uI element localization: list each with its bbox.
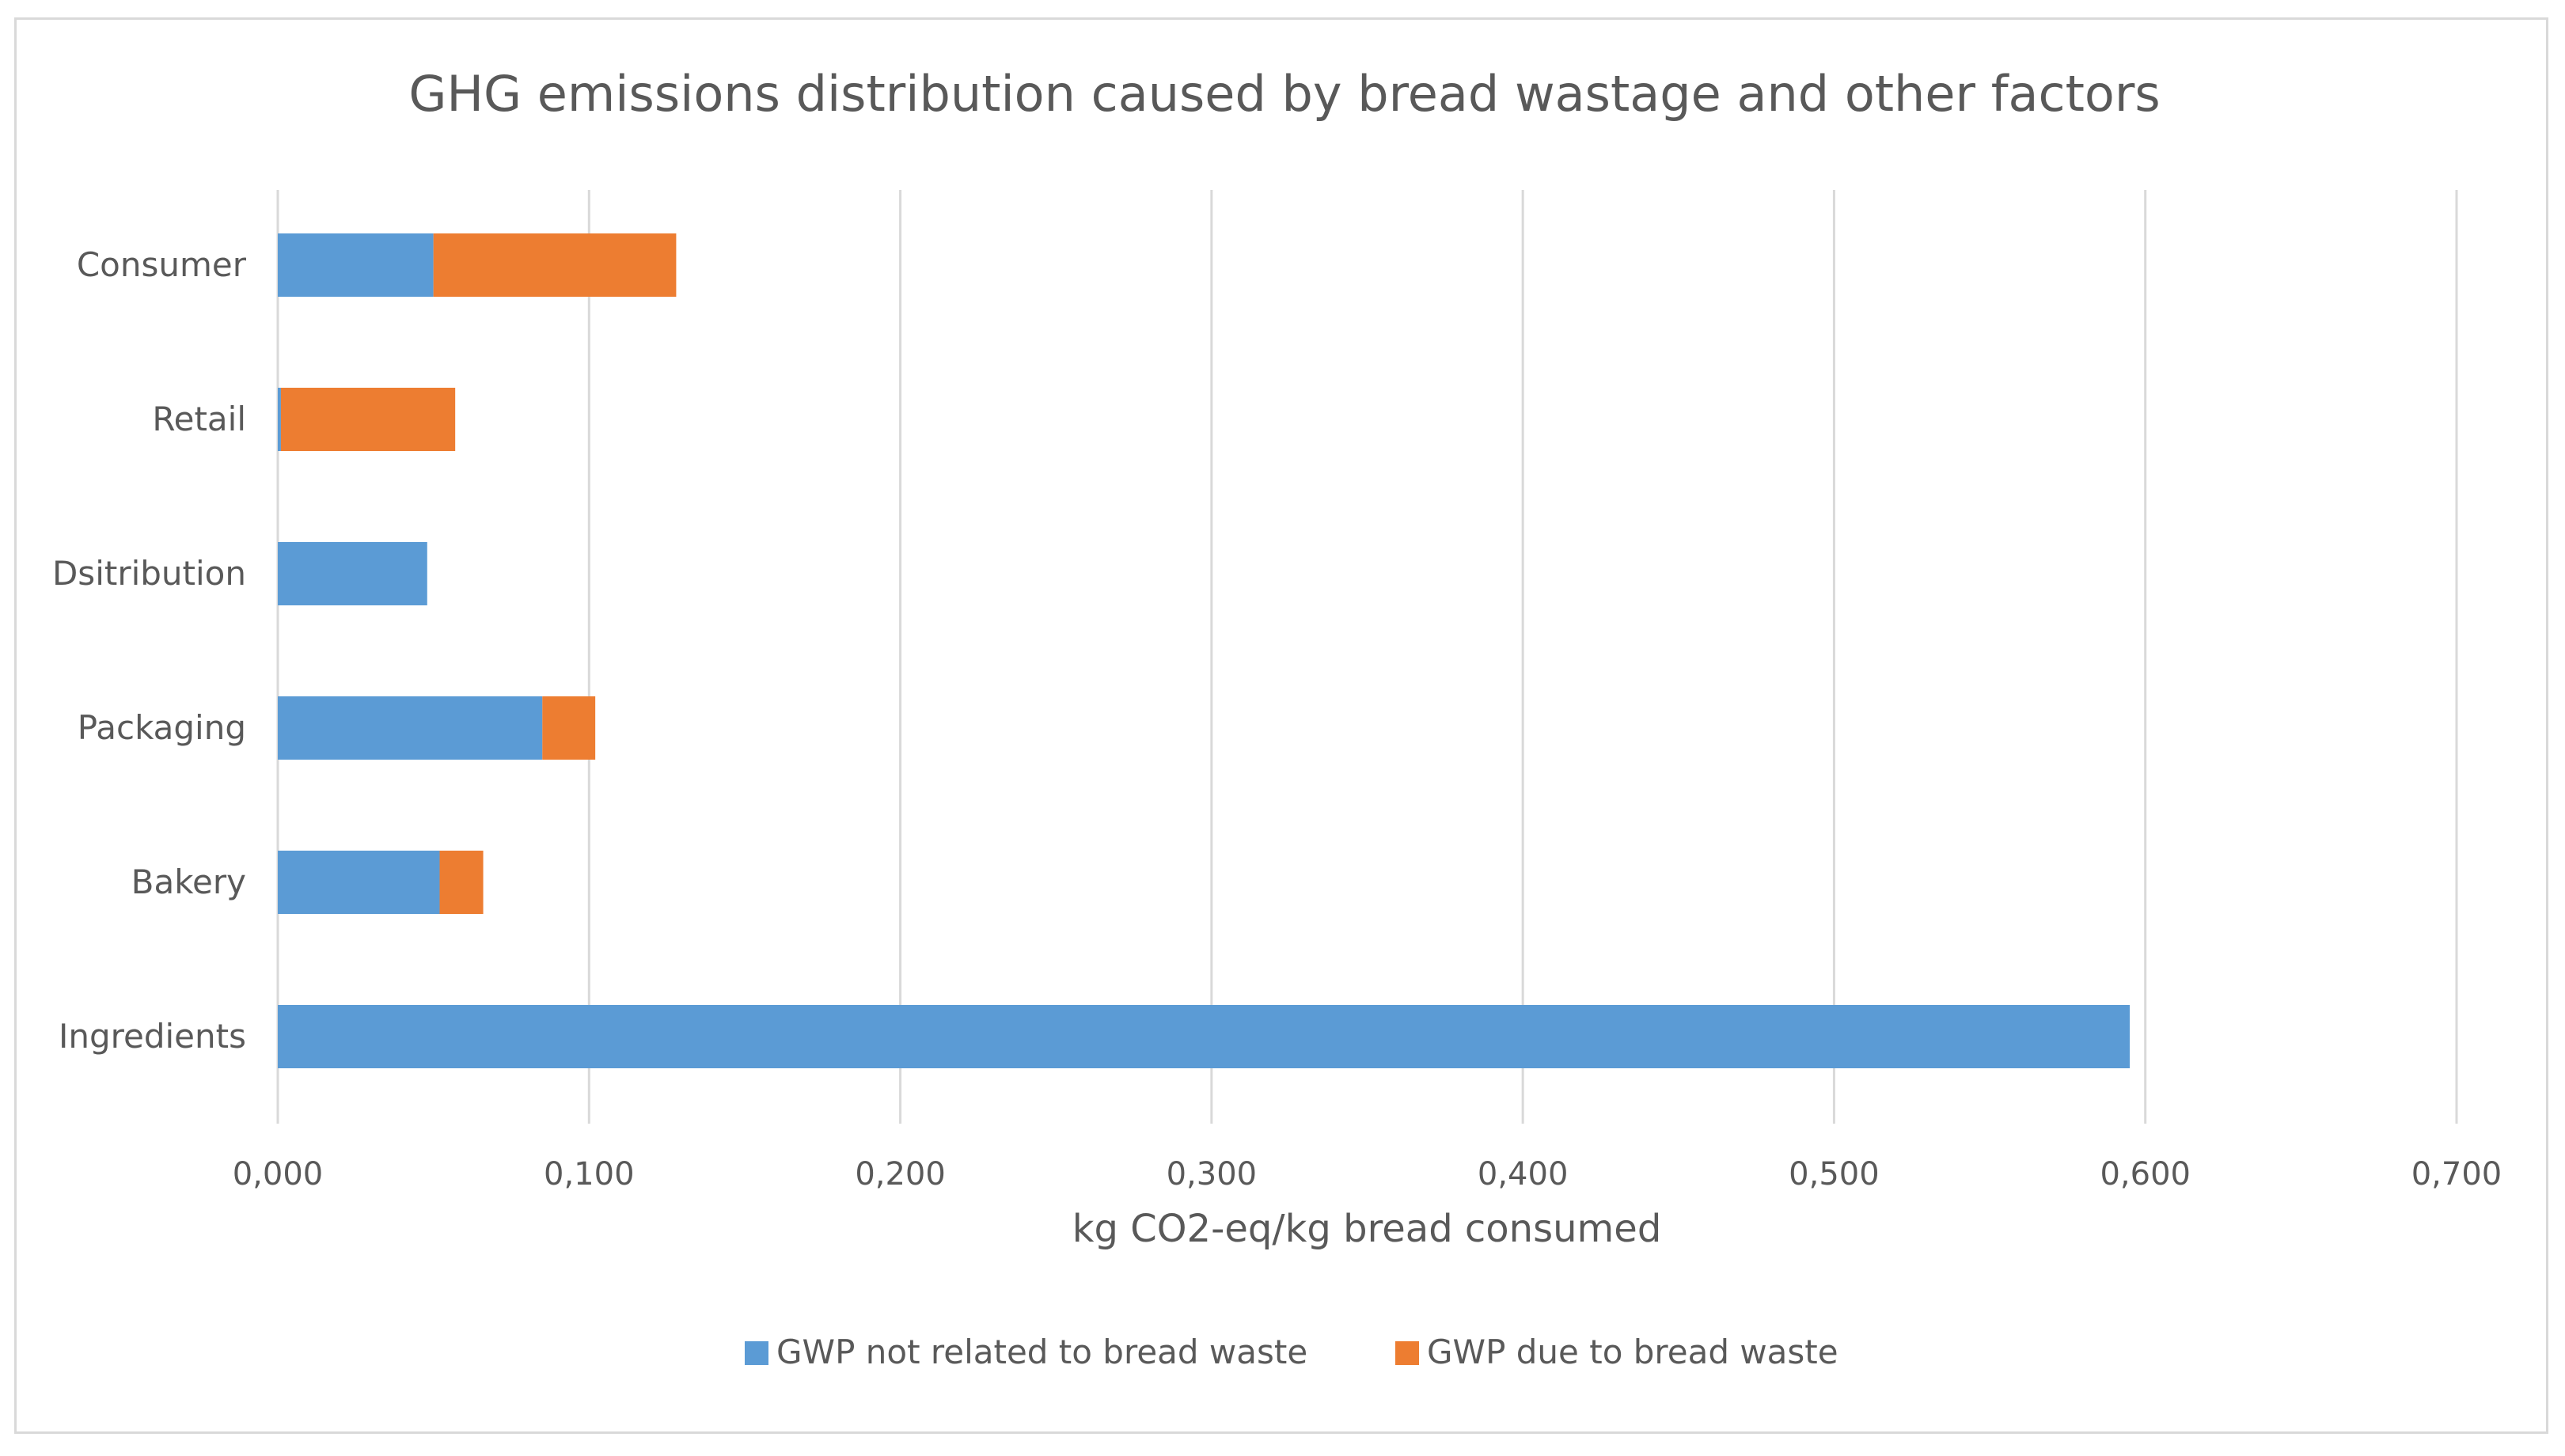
bar-consumer-series-2 <box>433 233 677 297</box>
x-tick-label: 0,400 <box>1478 1156 1569 1192</box>
bar-ingredients-series-1 <box>278 1005 2131 1068</box>
category-labels: Consumer Retail Dsitribution Packaging Baker… <box>52 245 247 1056</box>
bar-packaging-series-2 <box>542 696 596 760</box>
bar-retail-series-1 <box>278 388 281 451</box>
bar-consumer-series-1 <box>278 233 434 297</box>
legend-label-2: GWP due to bread waste <box>1427 1333 1838 1371</box>
x-tick-label: 0,200 <box>855 1156 946 1192</box>
x-tick-label: 0,000 <box>233 1156 324 1192</box>
x-tick-labels: 0,000 0,100 0,200 0,300 0,400 0,500 0,600 0,700 <box>233 1156 2502 1192</box>
bars <box>278 233 2131 1068</box>
category-label: Retail <box>152 400 246 438</box>
bar-retail-series-2 <box>280 388 456 451</box>
x-axis-title: kg CO2-eq/kg bread consumed <box>1072 1207 1662 1251</box>
chart-svg: GHG emissions distribution caused by bre… <box>52 65 2502 1371</box>
category-label: Bakery <box>131 863 246 901</box>
x-tick-label: 0,100 <box>544 1156 635 1192</box>
category-label: Consumer <box>77 245 247 284</box>
bar-bakery-series-1 <box>278 851 440 914</box>
x-tick-label: 0,300 <box>1167 1156 1258 1192</box>
bar-dsitribution-series-1 <box>278 542 427 605</box>
category-label: Ingredients <box>59 1017 246 1056</box>
category-label: Dsitribution <box>52 554 246 593</box>
x-tick-label: 0,500 <box>1789 1156 1880 1192</box>
bar-packaging-series-1 <box>278 696 543 760</box>
chart-title: GHG emissions distribution caused by bre… <box>408 65 2160 123</box>
legend-swatch-2 <box>1395 1341 1419 1365</box>
legend-label-1: GWP not related to bread waste <box>776 1333 1307 1371</box>
legend-swatch-1 <box>745 1341 768 1365</box>
x-tick-label: 0,600 <box>2100 1156 2191 1192</box>
x-tick-label: 0,700 <box>2411 1156 2502 1192</box>
chart-frame: GHG emissions distribution caused by bre… <box>14 17 2548 1434</box>
bar-bakery-series-2 <box>439 851 484 914</box>
category-label: Packaging <box>78 708 246 747</box>
legend: GWP not related to bread waste GWP due to… <box>745 1333 1838 1371</box>
gridlines <box>276 190 2458 1124</box>
